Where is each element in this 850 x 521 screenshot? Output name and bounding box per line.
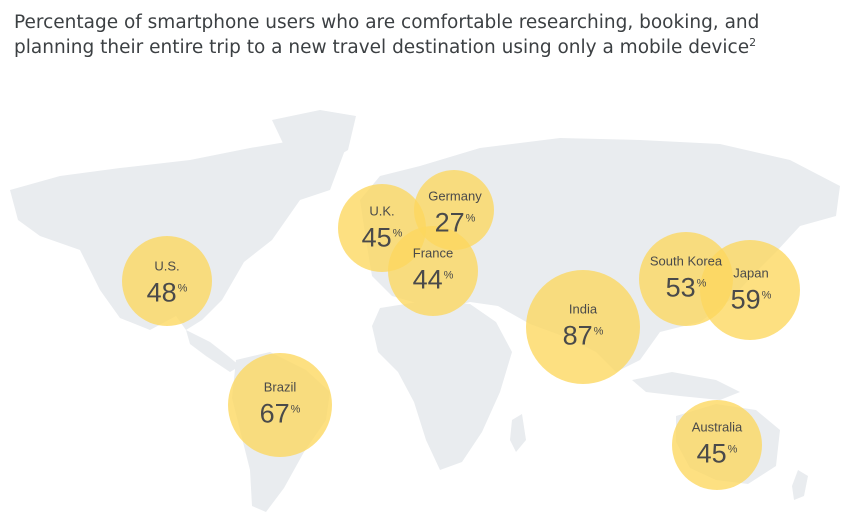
bubble-australia <box>672 400 762 490</box>
percent-sign-france: % <box>443 269 454 282</box>
value-number-brazil: 67 <box>259 398 290 429</box>
bubble-france <box>388 226 478 316</box>
label-south-korea: South Korea 53% <box>650 254 722 303</box>
country-name-india: India <box>568 301 598 317</box>
country-name-us: U.S. <box>154 258 180 274</box>
value-germany: 27% <box>428 205 481 238</box>
value-us: 48% <box>147 275 188 308</box>
country-name-australia: Australia <box>691 419 743 435</box>
value-australia: 45% <box>692 436 743 469</box>
label-germany: Germany 27% <box>428 189 481 238</box>
percent-sign-south-korea: % <box>696 277 707 290</box>
label-australia: Australia 45% <box>692 420 743 469</box>
value-number-india: 87 <box>562 320 593 351</box>
percent-sign-india: % <box>593 325 604 338</box>
value-number-france: 44 <box>412 264 443 295</box>
value-brazil: 67% <box>260 396 301 429</box>
label-india: India 87% <box>563 302 604 351</box>
bubble-india <box>526 270 640 384</box>
bubble-japan <box>700 240 800 340</box>
country-name-france: France <box>412 245 454 261</box>
country-name-south-korea: South Korea <box>649 253 723 269</box>
value-south-korea: 53% <box>650 270 722 303</box>
label-france: France 44% <box>413 246 454 295</box>
landmass-new-zealand <box>792 470 808 500</box>
chart-title: Percentage of smartphone users who are c… <box>14 10 774 60</box>
value-france: 44% <box>413 262 454 295</box>
percent-sign-japan: % <box>761 289 772 302</box>
landmass-madagascar <box>510 414 526 452</box>
landmass-africa <box>372 300 512 470</box>
landmass-greenland <box>272 110 356 168</box>
bubble-us <box>122 236 212 326</box>
landmass-north-america <box>10 138 345 330</box>
country-name-brazil: Brazil <box>263 379 297 395</box>
percent-sign-germany: % <box>465 212 476 225</box>
landmass-central-america <box>186 330 240 372</box>
country-name-japan: Japan <box>733 265 769 281</box>
value-japan: 59% <box>731 282 772 315</box>
country-name-germany: Germany <box>428 188 482 204</box>
value-india: 87% <box>563 318 604 351</box>
value-number-australia: 45 <box>696 438 727 469</box>
value-number-uk: 45 <box>361 222 392 253</box>
value-number-germany: 27 <box>434 207 465 238</box>
label-japan: Japan 59% <box>731 266 772 315</box>
bubble-brazil <box>228 353 332 457</box>
value-number-south-korea: 53 <box>665 272 696 303</box>
value-number-japan: 59 <box>730 284 761 315</box>
label-brazil: Brazil 67% <box>260 380 301 429</box>
landmass-indonesia <box>632 372 740 400</box>
percent-sign-us: % <box>177 282 188 295</box>
title-footnote: 2 <box>749 35 757 49</box>
chart-title-text: Percentage of smartphone users who are c… <box>14 12 760 58</box>
percent-sign-brazil: % <box>290 403 301 416</box>
value-uk: 45% <box>362 220 403 253</box>
percent-sign-uk: % <box>392 227 403 240</box>
value-number-us: 48 <box>146 277 177 308</box>
country-name-uk: U.K. <box>369 203 395 219</box>
label-us: U.S. 48% <box>147 259 188 308</box>
label-uk: U.K. 45% <box>362 204 403 253</box>
percent-sign-australia: % <box>727 443 738 456</box>
